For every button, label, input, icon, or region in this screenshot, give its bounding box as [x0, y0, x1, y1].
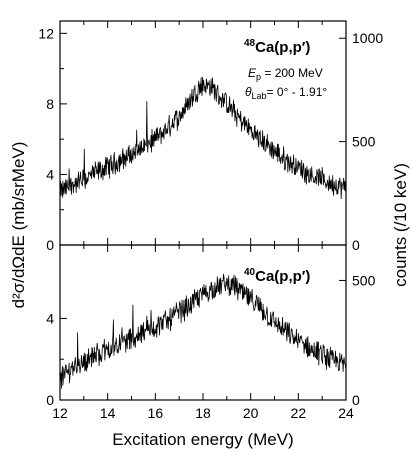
- x-tick-label: 16: [148, 405, 164, 421]
- x-tick-label: 24: [338, 405, 354, 421]
- left-y-tick-label: 0: [46, 392, 54, 408]
- right-axis-title: counts (/10 keV): [391, 163, 410, 287]
- bottom-mass-number: 40: [244, 267, 256, 278]
- bottom-spectrum-line: [59, 273, 347, 389]
- x-tick-label: 22: [291, 405, 307, 421]
- x-tick-label: 12: [52, 405, 68, 421]
- top-reaction-text: Ca(p,p′): [255, 39, 310, 56]
- x-axis-title: Excitation energy (MeV): [112, 430, 293, 449]
- x-tick-label: 20: [243, 405, 259, 421]
- bottom-reaction-label: 40Ca(p,p′): [244, 267, 310, 285]
- bottom-reaction-text: Ca(p,p′): [255, 268, 310, 285]
- angle-value: = 0° - 1.91°: [267, 85, 328, 99]
- top-spectrum-line: [59, 76, 347, 200]
- top-mass-number: 48: [244, 38, 256, 49]
- top-reaction-label: 48Ca(p,p′): [244, 38, 310, 56]
- top-beam-energy: Ep = 200 MeV: [248, 66, 323, 82]
- top-angle-range: θLab= 0° - 1.91°: [245, 85, 327, 101]
- x-tick-label: 18: [195, 405, 211, 421]
- x-axis-tick-labels: 12 14 16 18 20 22 24: [52, 405, 354, 421]
- angle-symbol: θ: [245, 85, 252, 99]
- right-y-tick-label: 1000: [352, 30, 383, 46]
- right-y-tick-label: 500: [352, 272, 376, 288]
- energy-value: = 200 MeV: [261, 66, 323, 80]
- right-y-tick-label: 500: [352, 134, 376, 150]
- left-y-tick-label: 4: [46, 166, 54, 182]
- left-y-tick-label: 12: [38, 25, 54, 41]
- angle-subscript: Lab: [252, 91, 267, 101]
- energy-symbol: E: [248, 66, 257, 80]
- right-y-tick-label: 0: [352, 392, 360, 408]
- top-annotation: 48Ca(p,p′) Ep = 200 MeV θLab= 0° - 1.91°: [244, 38, 327, 101]
- left-y-tick-label: 8: [46, 96, 54, 112]
- left-y-tick-label: 0: [46, 237, 54, 253]
- left-axis-title: d²σ/dΩdE (mb/srMeV): [9, 142, 28, 309]
- left-y-tick-label: 4: [46, 310, 54, 326]
- x-tick-label: 14: [100, 405, 116, 421]
- energy-subscript: p: [256, 72, 261, 82]
- right-y-tick-label: 0: [352, 237, 360, 253]
- bottom-annotation: 40Ca(p,p′): [244, 267, 310, 285]
